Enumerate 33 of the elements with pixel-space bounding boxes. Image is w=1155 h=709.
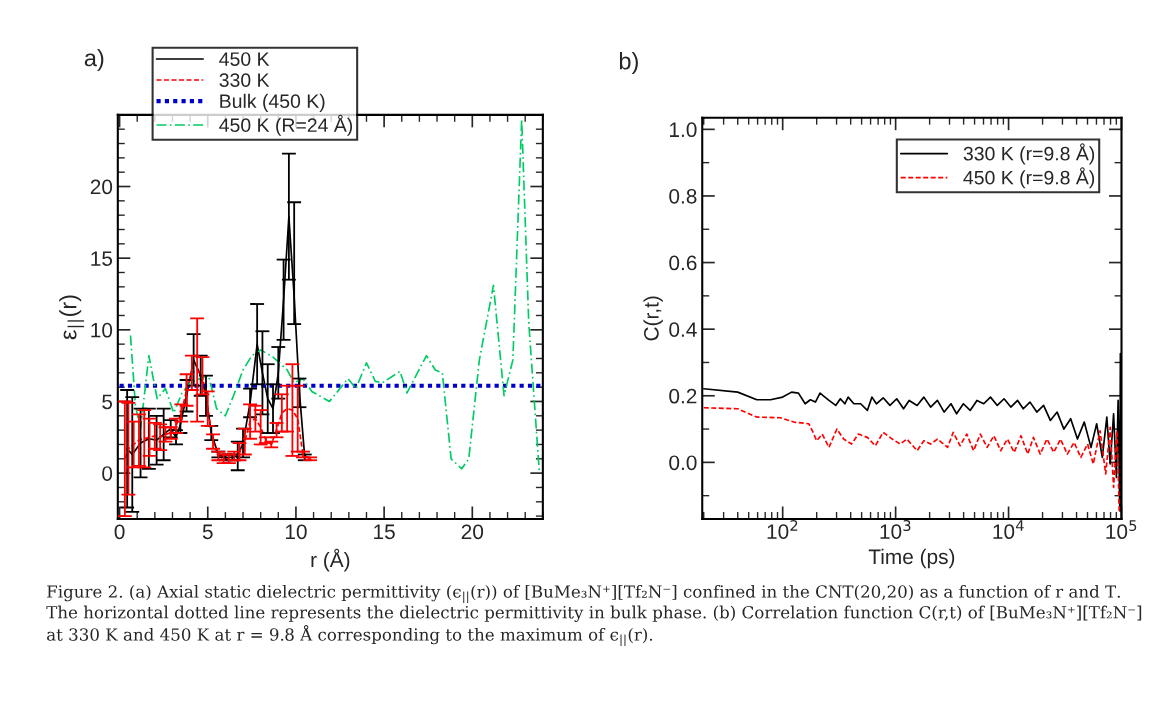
x-tick-label: 10$^{2}$ [767, 519, 798, 539]
legend-label: 330 K (r=9.8 Å) [963, 143, 1095, 165]
x-tick-label: 15 [374, 524, 395, 540]
y-axis-title: C(r,t) [643, 296, 663, 341]
y-tick-label: 0.2 [669, 388, 697, 404]
x-tick-label: 0 [114, 524, 125, 540]
x-tick-label: 5 [202, 524, 213, 540]
y-axis-title: ε$_{||}$(r) [59, 295, 85, 340]
y-tick-label: 15 [91, 251, 113, 266]
legend-label: 450 K (r=9.8 Å) [963, 167, 1095, 189]
y-tick-label: 0.4 [669, 322, 697, 337]
legend-label: 330 K [219, 73, 270, 88]
legend-label: Bulk (450 K) [220, 93, 325, 112]
y-tick-label: 0.0 [669, 455, 697, 471]
y-tick-label: 0.6 [669, 255, 697, 271]
x-tick-label: 10$^{4}$ [993, 520, 1024, 540]
chart-title: a) [84, 49, 104, 71]
y-tick-label: 0 [102, 466, 113, 481]
caption: Figure 2. (a) Axial static dielectric permittivity (ϵ$_{||}$(r)) of [BuMe₃N⁺][Tf₂N⁻] confined in the CNT(20,20) as a function of r and T. The horizontal dotted line represents the dielectric permittivity in bulk phase. (b) Correlation function C(r,t) of [BuMe₃N⁺][Tf₂N⁻] at 330 K and 450 K at r = 9.8 Å corresponding to the maximum of ϵ$_{||}$(r). [46, 584, 1142, 647]
x-axis-title: r (Å) [311, 548, 350, 572]
x-tick-label: 20 [461, 524, 484, 540]
chart-title: b) [619, 52, 638, 75]
x-tick-label: 10 [285, 524, 307, 540]
x-tick-label: 10$^{3}$ [880, 519, 911, 539]
y-tick-label: 1.0 [670, 122, 697, 138]
legend-label: 450 K [219, 52, 270, 66]
y-tick-label: 20 [90, 179, 113, 195]
y-tick-label: 5 [102, 394, 113, 410]
y-tick-label: 0.8 [669, 188, 697, 204]
text: 450 K (R=24 Å) [219, 114, 353, 136]
y-tick-label: 10 [91, 322, 113, 338]
x-axis-title: Time (ps) [868, 548, 955, 569]
x-tick-label: 10$^{5}$ [1106, 520, 1137, 540]
